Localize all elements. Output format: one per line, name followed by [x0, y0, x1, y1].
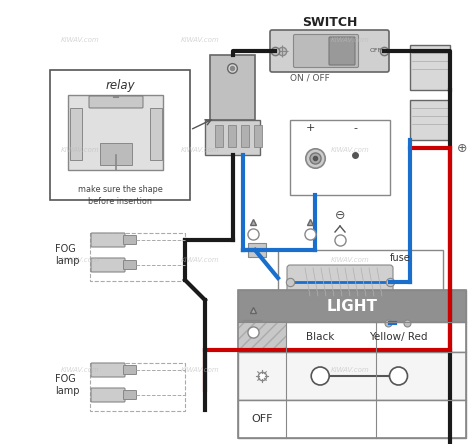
- Text: Yellow/ Red: Yellow/ Red: [369, 332, 428, 342]
- Text: KiWAV.com: KiWAV.com: [331, 257, 369, 263]
- FancyBboxPatch shape: [215, 125, 223, 147]
- FancyBboxPatch shape: [329, 37, 355, 65]
- FancyBboxPatch shape: [248, 243, 266, 257]
- Text: FOG
lamp: FOG lamp: [55, 374, 80, 396]
- Text: fuse: fuse: [390, 253, 410, 263]
- FancyBboxPatch shape: [293, 35, 358, 67]
- Text: OFF: OFF: [370, 48, 382, 53]
- FancyBboxPatch shape: [238, 400, 466, 438]
- Text: relay: relay: [105, 79, 135, 91]
- Text: KiWAV.com: KiWAV.com: [181, 257, 219, 263]
- FancyBboxPatch shape: [270, 30, 389, 72]
- Text: -: -: [353, 123, 357, 133]
- Text: Black: Black: [306, 332, 334, 342]
- FancyBboxPatch shape: [91, 258, 125, 272]
- FancyBboxPatch shape: [410, 45, 450, 90]
- Text: ⊕: ⊕: [457, 142, 467, 155]
- FancyBboxPatch shape: [150, 108, 162, 160]
- FancyBboxPatch shape: [210, 55, 255, 120]
- FancyBboxPatch shape: [241, 125, 249, 147]
- Text: KiWAV.com: KiWAV.com: [61, 257, 100, 263]
- FancyBboxPatch shape: [254, 125, 262, 147]
- Text: KiWAV.com: KiWAV.com: [181, 37, 219, 43]
- FancyBboxPatch shape: [205, 120, 260, 155]
- FancyBboxPatch shape: [410, 100, 450, 140]
- Text: KiWAV.com: KiWAV.com: [331, 37, 369, 43]
- Text: FOG
lamp: FOG lamp: [55, 244, 80, 266]
- Text: LIGHT: LIGHT: [327, 298, 377, 313]
- FancyBboxPatch shape: [124, 261, 137, 270]
- Text: KiWAV.com: KiWAV.com: [181, 367, 219, 373]
- FancyBboxPatch shape: [124, 235, 137, 245]
- FancyBboxPatch shape: [70, 108, 82, 160]
- FancyBboxPatch shape: [238, 322, 286, 352]
- FancyBboxPatch shape: [290, 120, 390, 195]
- FancyBboxPatch shape: [91, 363, 125, 377]
- FancyBboxPatch shape: [278, 250, 443, 315]
- FancyBboxPatch shape: [228, 125, 236, 147]
- FancyBboxPatch shape: [89, 96, 143, 108]
- Text: KiWAV.com: KiWAV.com: [61, 147, 100, 153]
- Text: +: +: [305, 123, 315, 133]
- FancyBboxPatch shape: [238, 352, 466, 400]
- FancyBboxPatch shape: [124, 365, 137, 374]
- Text: ⊖: ⊖: [335, 209, 345, 222]
- Text: KiWAV.com: KiWAV.com: [61, 37, 100, 43]
- FancyBboxPatch shape: [238, 290, 466, 322]
- Text: KiWAV.com: KiWAV.com: [331, 147, 369, 153]
- Circle shape: [390, 367, 408, 385]
- FancyBboxPatch shape: [124, 391, 137, 400]
- Text: make sure the shape
before insertion: make sure the shape before insertion: [78, 185, 163, 206]
- Text: ON / OFF: ON / OFF: [290, 74, 330, 83]
- Circle shape: [311, 367, 329, 385]
- FancyBboxPatch shape: [238, 322, 466, 352]
- Text: KiWAV.com: KiWAV.com: [61, 367, 100, 373]
- FancyBboxPatch shape: [287, 265, 393, 299]
- Text: SWITCH: SWITCH: [302, 16, 358, 28]
- Text: OFF: OFF: [251, 414, 273, 424]
- FancyBboxPatch shape: [91, 388, 125, 402]
- FancyBboxPatch shape: [68, 95, 163, 170]
- FancyBboxPatch shape: [100, 143, 132, 165]
- Text: KiWAV.com: KiWAV.com: [331, 367, 369, 373]
- Text: KiWAV.com: KiWAV.com: [181, 147, 219, 153]
- FancyBboxPatch shape: [50, 70, 190, 200]
- FancyBboxPatch shape: [91, 233, 125, 247]
